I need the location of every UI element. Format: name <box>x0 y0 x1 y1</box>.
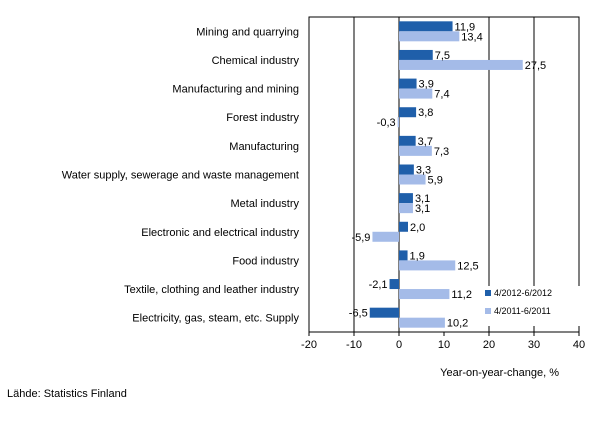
bar <box>399 317 445 328</box>
category-label: Metal industry <box>231 198 300 210</box>
data-label: 3,1 <box>415 193 430 205</box>
tick-label: 0 <box>396 339 402 351</box>
category-label: Electricity, gas, steam, etc. Supply <box>132 313 299 325</box>
category-label: Manufacturing and mining <box>172 84 299 96</box>
category-label: Manufacturing <box>229 141 299 153</box>
legend-label: 4/2011-6/2011 <box>494 306 551 316</box>
bar <box>399 49 433 60</box>
data-label: 3,9 <box>419 79 434 91</box>
tick-label: -10 <box>346 339 362 351</box>
category-labels: Mining and quarrying Chemical industry Man… <box>62 26 300 324</box>
data-label: 7,5 <box>435 50 450 62</box>
category-label: Mining and quarrying <box>196 26 299 38</box>
legend-background <box>480 286 598 326</box>
tick-label: 30 <box>528 339 540 351</box>
bar <box>399 164 414 175</box>
source-note: Lähde: Statistics Finland <box>7 388 127 400</box>
data-label: 3,7 <box>418 136 433 148</box>
data-label: -6,5 <box>349 308 368 320</box>
data-label: 1,9 <box>410 250 425 262</box>
category-label: Food industry <box>232 255 299 267</box>
bar <box>399 193 413 204</box>
bar <box>399 221 408 232</box>
data-label: 2,0 <box>410 222 425 234</box>
data-label: 11,2 <box>451 289 472 301</box>
category-label: Electronic and electrical industry <box>141 227 299 239</box>
data-label: 12,5 <box>457 260 478 272</box>
data-label: 5,9 <box>428 175 443 187</box>
bar <box>399 203 413 214</box>
tick-label: 20 <box>483 339 495 351</box>
bar <box>399 107 417 118</box>
bar <box>389 279 399 290</box>
data-labels: 11,9 7,5 3,9 3,8 3,7 3,3 3,1 2,0 1,9 -2,1 -6,5 13,4… <box>349 21 546 329</box>
data-label: -5,9 <box>351 232 370 244</box>
data-label: -2,1 <box>369 279 388 291</box>
data-label: 7,3 <box>434 146 449 158</box>
data-label: -0,3 <box>377 117 396 129</box>
bar <box>399 31 460 42</box>
bar <box>399 174 426 185</box>
tick-label: 40 <box>573 339 585 351</box>
legend-swatch <box>485 308 491 314</box>
data-label: 13,4 <box>461 31 482 43</box>
bar <box>399 88 433 99</box>
bars <box>369 21 523 328</box>
bar <box>399 135 416 146</box>
bar <box>397 117 399 128</box>
bar <box>399 289 450 300</box>
data-label: 3,8 <box>418 107 433 119</box>
bar <box>399 145 432 156</box>
legend: 4/2012-6/2012 4/2011-6/2011 <box>480 286 598 326</box>
bar <box>372 231 399 242</box>
bar <box>399 78 417 89</box>
bar <box>399 250 408 261</box>
category-label: Chemical industry <box>212 55 300 67</box>
data-label: 7,4 <box>434 89 449 101</box>
category-label: Textile, clothing and leather industry <box>124 284 299 296</box>
data-label: 3,3 <box>416 165 431 177</box>
legend-label: 4/2012-6/2012 <box>494 288 552 298</box>
bar <box>399 260 456 271</box>
bar <box>399 59 523 70</box>
bar <box>399 21 453 32</box>
data-label: 11,9 <box>455 21 476 33</box>
category-label: Water supply, sewerage and waste managem… <box>62 170 299 182</box>
tick-label: 10 <box>438 339 450 351</box>
x-axis-title: Year-on-year-change, % <box>440 367 559 379</box>
bar <box>369 307 399 318</box>
category-label: Forest industry <box>226 112 299 124</box>
data-label: 27,5 <box>525 60 546 72</box>
data-label: 3,1 <box>415 203 430 215</box>
legend-swatch <box>485 290 491 296</box>
data-label: 10,2 <box>447 318 468 330</box>
tick-label: -20 <box>301 339 317 351</box>
x-axis: -20 -10 0 10 20 30 40 <box>301 332 585 351</box>
